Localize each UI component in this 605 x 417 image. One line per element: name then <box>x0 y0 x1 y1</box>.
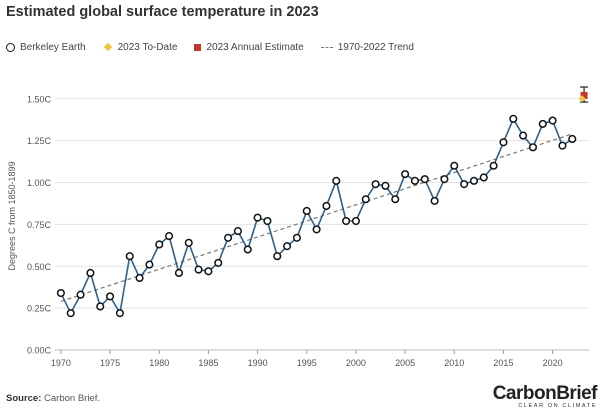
data-point <box>302 206 311 216</box>
data-point <box>243 245 252 254</box>
circle-marker-icon <box>6 42 15 52</box>
data-point <box>332 176 341 185</box>
data-point <box>499 138 508 147</box>
data-point <box>184 238 193 247</box>
data-point <box>56 289 65 298</box>
data-point <box>381 181 390 190</box>
data-point <box>401 170 410 179</box>
data-point <box>469 176 478 185</box>
data-point <box>351 216 360 226</box>
data-point <box>430 196 439 205</box>
x-tick-label: 1970 <box>51 358 71 368</box>
y-tick-label: 1.25C <box>27 136 52 146</box>
square-marker-icon <box>194 43 202 51</box>
legend-item-trend[interactable]: 1970-2022 Trend <box>320 41 414 53</box>
x-tick-label: 2015 <box>493 358 513 368</box>
y-tick-label: 1.00C <box>27 178 52 188</box>
data-point <box>194 265 203 274</box>
dashed-line-icon <box>320 46 333 48</box>
carbonbrief-logo: CarbonBrief CLEAR ON CLIMATE <box>492 383 598 410</box>
y-tick-label: 1.50C <box>27 94 52 104</box>
data-point <box>263 216 272 226</box>
legend: Berkeley Earth 2023 To-Date 2023 Annual … <box>6 40 431 54</box>
source-text: Carbon Brief. <box>44 393 100 404</box>
y-tick-label: 0.50C <box>27 262 52 272</box>
data-point <box>450 161 459 170</box>
data-point <box>283 242 292 251</box>
data-point <box>145 260 154 269</box>
x-tick-label: 2000 <box>346 358 366 368</box>
x-tick-label: 1995 <box>297 358 317 368</box>
data-point <box>460 180 469 189</box>
legend-item-annual[interactable]: 2023 Annual Estimate <box>194 41 304 53</box>
data-point <box>204 267 213 276</box>
x-tick-label: 2010 <box>444 358 464 368</box>
source-label: Source: <box>6 393 42 404</box>
data-point <box>66 309 75 318</box>
x-tick-label: 1990 <box>248 358 268 368</box>
x-tick-label: 1975 <box>100 358 120 368</box>
x-tick-label: 1980 <box>149 358 169 368</box>
data-point <box>519 131 528 140</box>
data-point <box>155 240 164 249</box>
data-point <box>273 252 282 261</box>
data-point <box>342 216 351 226</box>
x-tick-label: 1985 <box>198 358 218 368</box>
data-point <box>214 258 223 267</box>
data-point <box>528 143 537 152</box>
trend-line <box>60 133 573 302</box>
data-point <box>312 225 321 234</box>
data-point <box>361 195 370 204</box>
data-point <box>420 175 429 184</box>
y-tick-label: 0.75C <box>27 220 52 230</box>
logo-tagline: CLEAR ON CLIMATE <box>518 403 597 409</box>
todate-marker <box>578 95 586 103</box>
x-tick-label: 2020 <box>543 358 563 368</box>
data-point <box>568 134 577 143</box>
data-point <box>125 252 134 261</box>
legend-label-berkeley: Berkeley Earth <box>20 41 86 53</box>
legend-label-trend: 1970-2022 Trend <box>337 41 414 53</box>
y-tick-label: 0.00C <box>27 346 52 356</box>
x-tick-label: 2005 <box>395 358 415 368</box>
data-point <box>440 175 449 184</box>
data-point <box>538 119 547 128</box>
data-point <box>548 116 557 125</box>
data-point <box>253 213 262 222</box>
data-point <box>292 233 301 242</box>
series-line-berkeley <box>60 117 573 316</box>
data-point <box>224 233 233 242</box>
legend-label-todate: 2023 To-Date <box>117 41 178 53</box>
data-point <box>165 232 174 241</box>
data-point <box>371 180 380 189</box>
annual-estimate-marker <box>580 91 588 99</box>
legend-item-berkeley[interactable]: Berkeley Earth <box>6 42 86 53</box>
data-point <box>115 309 124 318</box>
data-point <box>233 227 242 236</box>
data-point <box>479 173 488 182</box>
legend-label-annual: 2023 Annual Estimate <box>206 41 304 53</box>
data-point <box>96 302 105 311</box>
data-point <box>76 290 85 299</box>
data-point <box>391 195 400 204</box>
data-point <box>174 268 183 278</box>
logo-wordmark: CarbonBrief <box>492 383 598 404</box>
data-point <box>410 176 419 185</box>
data-point <box>489 161 498 170</box>
y-axis-label: Degrees C from 1850-1899 <box>7 161 17 270</box>
source-note: Source: Carbon Brief. <box>6 393 100 404</box>
data-point <box>86 268 95 278</box>
data-point <box>135 273 144 283</box>
y-tick-label: 0.25C <box>27 304 52 314</box>
legend-item-todate[interactable]: 2023 To-Date <box>103 41 178 53</box>
chart-title: Estimated global surface temperature in … <box>6 4 319 20</box>
data-point <box>509 114 518 123</box>
data-point <box>322 201 331 210</box>
data-point <box>558 141 567 150</box>
data-point <box>106 292 115 301</box>
